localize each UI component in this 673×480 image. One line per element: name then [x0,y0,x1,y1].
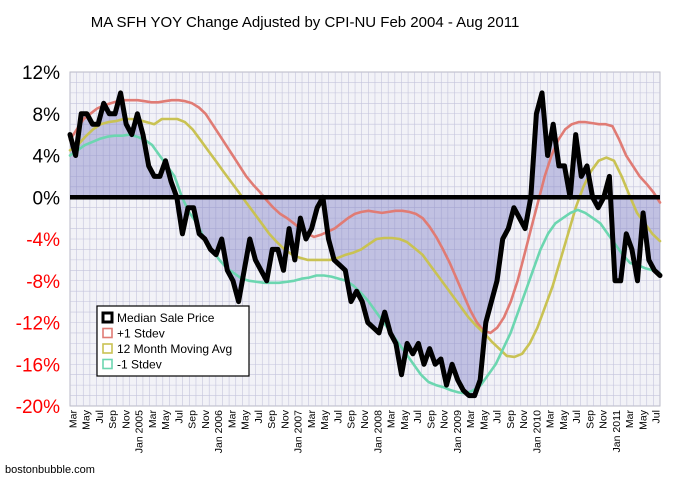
x-tick-label: Sep [584,410,596,429]
median-sale-price-area [70,92,660,396]
y-tick-labels: 12% 8% 4% 0% -4% -8% -12% -16% -20% [16,63,60,418]
x-tick-label: Nov [279,409,291,428]
x-tick-label: Sep [346,410,358,429]
x-tick-label: Jan 2008 [372,410,384,453]
x-tick-label: May [478,409,490,430]
x-tick-label: Sep [266,410,278,429]
x-tick-label: May [399,409,411,430]
x-tick-label: Jul [651,410,663,423]
legend-swatch [102,327,113,339]
series-line-12-month-moving-avg [68,117,662,359]
x-tick-label: Mar [624,410,636,429]
x-tick-label: Jan 2011 [611,410,623,453]
legend-swatch [102,343,113,354]
y-tick-label: -20% [16,397,60,418]
series-line-median-sale-price [67,90,663,399]
x-tick-label: Jul [492,410,504,423]
x-tick-label: Jan 2006 [213,410,225,453]
x-tick-label: Nov [120,409,132,428]
series-line-1-stdev [68,98,662,335]
x-tick-label: Mar [67,410,79,429]
x-tick-label: Jul [571,410,583,423]
x-tick-label: May [637,409,649,430]
x-tick-label: Sep [505,410,517,429]
x-tick-label: Jan 2009 [452,410,464,453]
y-tick-label: 12% [22,63,60,84]
x-tick-label: Mar [147,410,159,429]
x-tick-label: May [160,409,172,430]
median-area-fill [70,92,660,396]
x-tick-label: Mar [465,410,477,429]
chart-title: MA SFH YOY Change Adjusted by CPI-NU Feb… [91,14,520,31]
y-tick-label: 8% [33,105,61,126]
y-tick-label: -16% [16,355,60,376]
x-tick-label: Mar [226,410,238,429]
x-tick-label: Jan 2007 [293,410,305,453]
x-tick-label: Jul [173,410,185,423]
legend-box [96,305,250,377]
x-tick-label: Nov [598,409,610,428]
credit-text: bostonbubble.com [5,464,95,476]
x-tick-label: Nov [359,409,371,428]
x-tick-label: May [81,409,93,430]
x-tick-label: Sep [187,410,199,429]
y-tick-label: 4% [33,147,61,168]
legend-label: 12 Month Moving Avg [117,342,232,356]
x-tick-label: Sep [107,410,119,429]
x-tick-label: Mar [306,410,318,429]
y-tick-label: -8% [26,272,60,293]
x-tick-label: Jan 2005 [134,410,146,453]
legend-swatch [102,358,113,370]
x-tick-label: May [240,409,252,430]
x-tick-label: Nov [518,409,530,428]
x-tick-label: Jul [412,410,424,423]
x-tick-label: May [558,409,570,430]
legend-label: -1 Stdev [117,358,162,372]
y-tick-label: -12% [16,314,60,335]
legend-swatch [101,311,114,324]
series-lines [67,90,663,399]
x-tick-label: May [319,409,331,430]
x-tick-labels: Mar May Jul Sep Nov Jan 2005 Mar May Jul Sep Nov Ja… [67,409,662,453]
x-tick-label: Sep [425,410,437,429]
x-tick-label: Jul [94,410,106,423]
x-tick-label: Nov [439,409,451,428]
x-tick-label: Jul [253,410,265,423]
y-tick-label: 0% [33,188,61,209]
x-tick-label: Mar [545,410,557,429]
x-tick-label: Jul [332,410,344,423]
x-tick-label: Jan 2010 [531,410,543,453]
y-tick-label: -4% [26,230,60,251]
x-tick-label: Nov [200,409,212,428]
legend-label: +1 Stdev [117,327,165,341]
x-tick-label: Mar [386,410,398,429]
legend-label: Median Sale Price [117,311,215,325]
